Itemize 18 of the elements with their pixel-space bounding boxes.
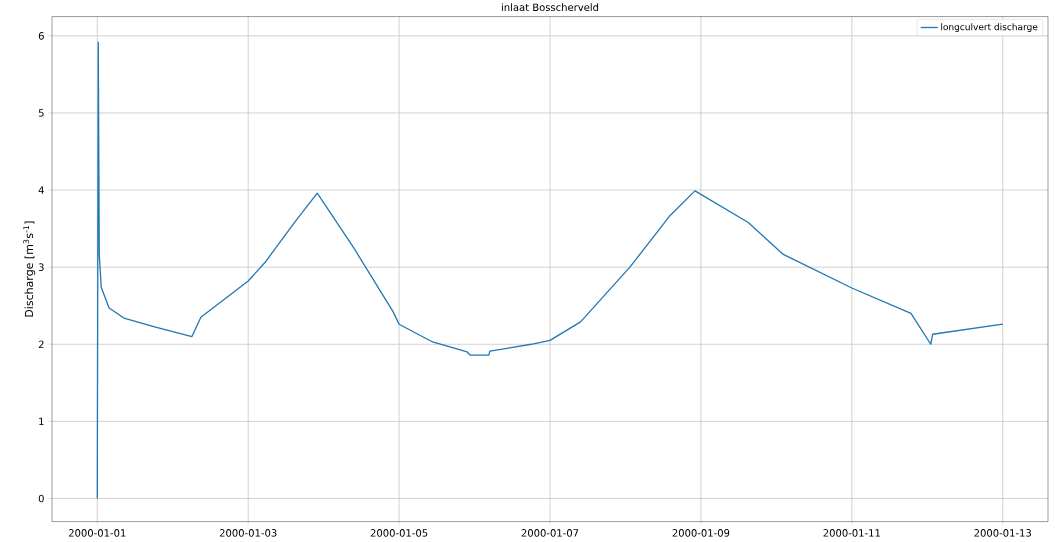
x-tick-label: 2000-01-05 [370,529,428,537]
y-tick-label: 3 [38,263,44,272]
line-series [96,41,1004,500]
y-tick-label: 5 [38,109,44,117]
y-tick-label: 2 [38,340,44,349]
y-tick-label: 6 [38,32,44,40]
x-tick-label: 2000-01-03 [219,529,277,537]
x-tick-label: 2000-01-07 [521,529,579,537]
legend-label: longculvert discharge [941,23,1038,33]
y-tick-label: 4 [38,186,44,194]
y-axis-title: Discharge [m$^{3}$s$^{-1}$] [23,221,36,317]
x-tick-label: 2000-01-09 [672,529,730,537]
chart-title: inlaat Bosscherveld [501,3,599,12]
x-tick-label: 2000-01-13 [974,529,1031,537]
y-tick-label: 0 [38,494,44,503]
x-tick-label: 2000-01-11 [823,529,880,537]
y-tick-label: 1 [39,417,44,426]
x-tick-label: 2000-01-01 [68,529,126,537]
